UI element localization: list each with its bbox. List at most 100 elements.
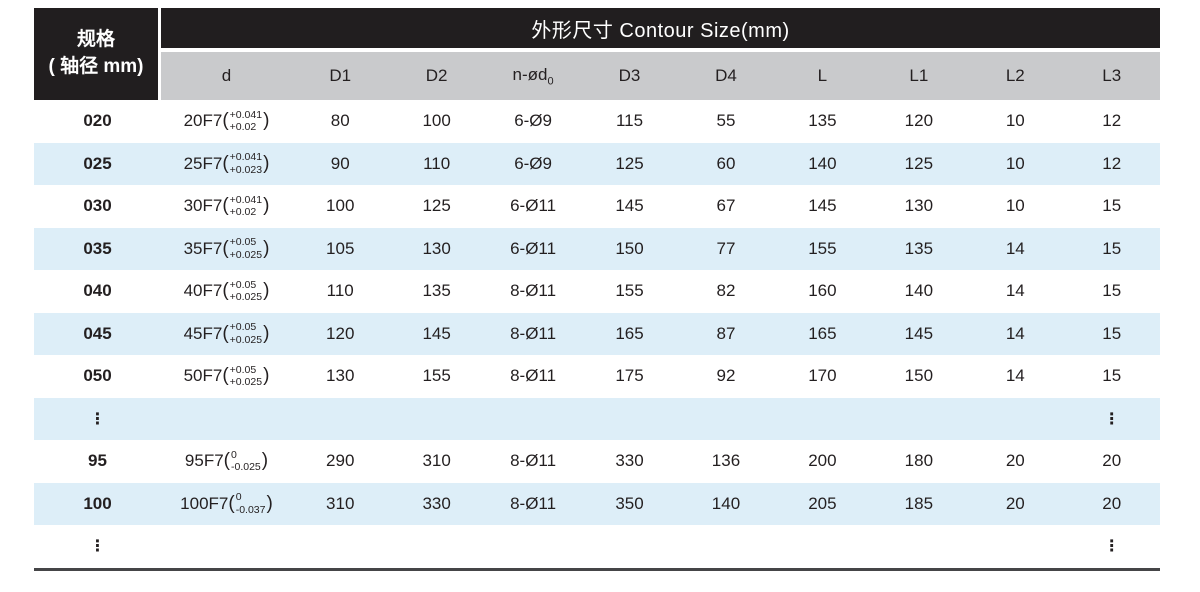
tolerance-upper: +0.041 xyxy=(229,108,263,121)
tolerance-stack: +0.05 +0.025 xyxy=(229,321,263,346)
value-cell: 125 xyxy=(870,142,968,185)
value-cell: 120 xyxy=(292,312,389,355)
d-tolerance-cell: 50F7(+0.05 +0.025) xyxy=(161,355,292,398)
value-cell: 55 xyxy=(716,111,736,131)
spec-cell: 025 xyxy=(34,142,161,185)
tolerance-stack: +0.041 +0.023 xyxy=(229,151,263,176)
d-tolerance-value: 25F7(+0.041 +0.023) xyxy=(184,151,270,176)
table-row: 045 45F7(+0.05 +0.025) 120 145 8-Ø11 165 87 165 1… xyxy=(34,312,1160,355)
d-tolerance-value: 100F7(0 -0.037) xyxy=(180,491,273,516)
value-cell: 110 xyxy=(326,281,354,301)
tolerance-lower: +0.025 xyxy=(229,333,263,346)
value-cell: 77 xyxy=(677,227,775,270)
d-tolerance-value: 40F7(+0.05 +0.025) xyxy=(184,279,270,304)
spec-cell: 100 xyxy=(34,482,161,525)
contour-size-table: 规格 ( 轴径 mm) 外形尺寸 Contour Size(mm) d D1 D2 n… xyxy=(34,8,1160,571)
close-paren: ) xyxy=(263,110,270,132)
value-cell: 185 xyxy=(870,482,968,525)
table-row: 030 30F7(+0.041 +0.02) 100 125 6-Ø11 145 67 145 1… xyxy=(34,185,1160,228)
tolerance-upper: 0 xyxy=(235,491,242,504)
open-paren: ( xyxy=(222,237,229,259)
value-cell: 8-Ø11 xyxy=(484,312,582,355)
d-nominal: 35F7 xyxy=(183,238,223,258)
value-cell: 155 xyxy=(774,227,871,270)
value-cell: 150 xyxy=(581,227,678,270)
close-paren: ) xyxy=(261,450,269,472)
tolerance-lower: +0.025 xyxy=(229,376,263,389)
title-row: 规格 ( 轴径 mm) 外形尺寸 Contour Size(mm) xyxy=(34,8,1160,100)
value-cell: 140 xyxy=(774,142,871,185)
value-cell: 20 xyxy=(1102,451,1122,471)
d-tolerance-value: 45F7(+0.05 +0.025) xyxy=(184,321,270,346)
column-header-d3: D3 xyxy=(581,52,678,100)
catalog-page: 规格 ( 轴径 mm) 外形尺寸 Contour Size(mm) d D1 D2 n… xyxy=(34,8,1160,571)
tolerance-lower: +0.025 xyxy=(229,248,263,261)
column-header-d4: D4 xyxy=(677,52,775,100)
spec-header-line2: ( 轴径 mm) xyxy=(48,56,144,77)
value-cell: 110 xyxy=(388,142,485,185)
open-paren: ( xyxy=(228,492,235,514)
ellipsis-l3-cell: ⋮ xyxy=(1063,397,1160,440)
value-cell: 145 xyxy=(808,196,837,216)
table-body: 020 20F7(+0.041 +0.02) 80 100 6-Ø9 115 55 135 120… xyxy=(34,100,1160,568)
open-paren: ( xyxy=(222,322,229,344)
value-cell: 135 xyxy=(808,111,837,131)
tolerance-upper: +0.05 xyxy=(229,363,257,376)
tolerance-lower: +0.02 xyxy=(229,121,257,134)
d-tolerance-cell: 30F7(+0.041 +0.02) xyxy=(161,185,292,228)
tolerance-upper: +0.05 xyxy=(229,321,257,334)
d-nominal: 100F7 xyxy=(180,493,229,513)
d-nominal: 20F7 xyxy=(183,111,223,131)
ellipsis-spec-cell: ⋮ xyxy=(89,536,106,556)
value-cell: 20 xyxy=(1005,451,1025,471)
spec-cell: 030 xyxy=(83,196,112,216)
d-tolerance-value: 50F7(+0.05 +0.025) xyxy=(184,364,270,389)
value-cell: 170 xyxy=(808,366,837,386)
d-tolerance-cell: 40F7(+0.05 +0.025) xyxy=(161,270,292,313)
column-header-d2: D2 xyxy=(388,52,485,100)
close-paren: ) xyxy=(263,195,270,217)
value-cell: 140 xyxy=(677,482,775,525)
value-cell: 10 xyxy=(1005,111,1025,131)
table-title: 外形尺寸 Contour Size(mm) xyxy=(161,8,1160,52)
d-nominal: 30F7 xyxy=(183,196,223,216)
value-cell: 20 xyxy=(967,482,1064,525)
ellipsis-row: ⋮ ⋮ xyxy=(34,525,1160,568)
ellipsis-row: ⋮ ⋮ xyxy=(34,397,1160,440)
value-cell: 8-Ø11 xyxy=(510,281,557,301)
value-cell: 6-Ø11 xyxy=(510,196,557,216)
value-cell: 125 xyxy=(581,142,678,185)
value-cell: 330 xyxy=(615,451,644,471)
d-tolerance-cell: 95F7(0 -0.025) xyxy=(161,440,292,483)
value-cell: 92 xyxy=(716,366,736,386)
value-cell: 330 xyxy=(388,482,485,525)
tolerance-stack: +0.05 +0.025 xyxy=(229,279,263,304)
value-cell: 15 xyxy=(1063,312,1160,355)
d-nominal: 40F7 xyxy=(183,281,223,301)
value-cell: 155 xyxy=(422,366,451,386)
d-nominal: 95F7 xyxy=(184,451,224,471)
column-header-l: L xyxy=(774,52,871,100)
value-cell: 145 xyxy=(388,312,485,355)
spec-cell: 035 xyxy=(34,227,161,270)
value-cell: 135 xyxy=(870,227,968,270)
tolerance-stack: +0.05 +0.025 xyxy=(229,236,263,261)
spec-cell: 045 xyxy=(34,312,161,355)
tolerance-upper: 0 xyxy=(230,448,237,461)
value-cell: 145 xyxy=(615,196,644,216)
value-cell: 135 xyxy=(422,281,451,301)
value-cell: 125 xyxy=(422,196,451,216)
value-cell: 8-Ø11 xyxy=(484,482,582,525)
value-cell: 140 xyxy=(904,281,934,301)
d-tolerance-cell: 25F7(+0.041 +0.023) xyxy=(161,142,292,185)
value-cell: 180 xyxy=(904,451,934,471)
value-cell: 175 xyxy=(615,366,644,386)
value-cell: 290 xyxy=(326,451,355,471)
spec-cell: 040 xyxy=(83,281,112,301)
value-cell: 67 xyxy=(716,196,736,216)
ellipsis-l3-cell: ⋮ xyxy=(1103,536,1120,556)
d-nominal: 45F7 xyxy=(183,323,223,343)
value-cell: 145 xyxy=(870,312,968,355)
d-tolerance-cell: 45F7(+0.05 +0.025) xyxy=(161,312,292,355)
table-row: 95 95F7(0 -0.025) 290 310 8-Ø11 330 136 200 180 20… xyxy=(34,440,1160,483)
